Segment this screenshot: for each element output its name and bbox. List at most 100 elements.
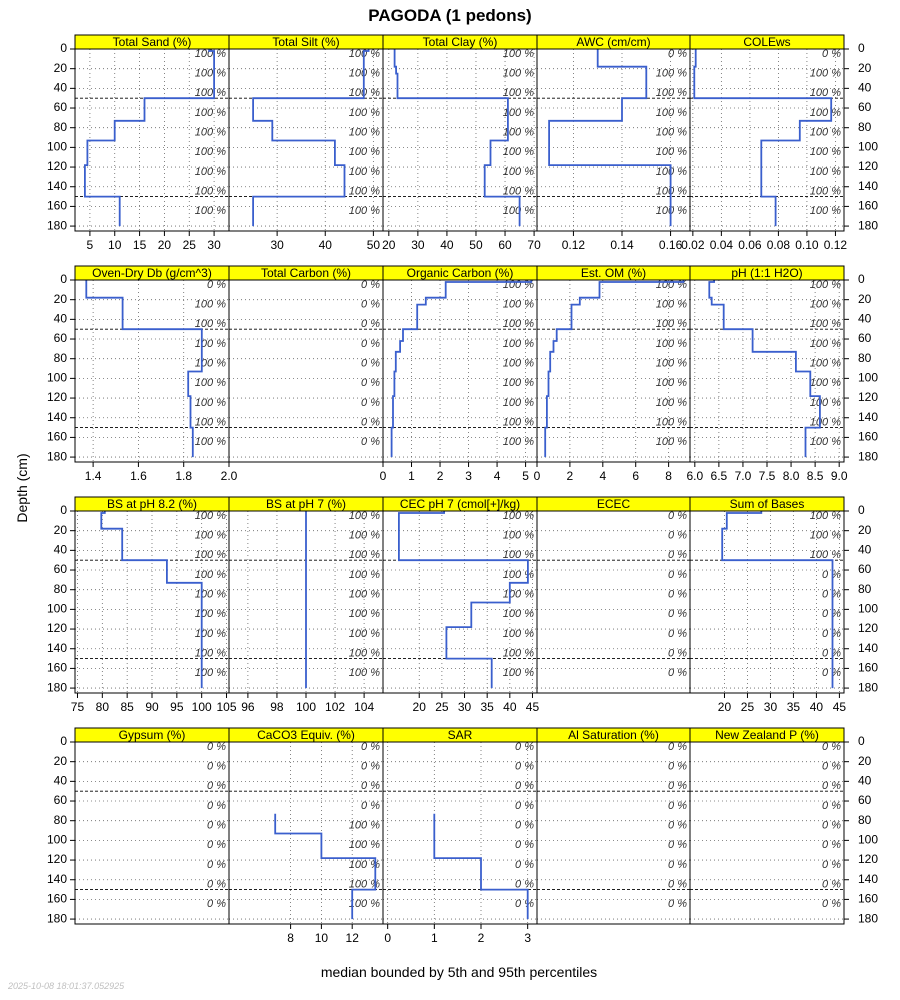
y-tick-label: 80	[54, 351, 68, 365]
y-tick-label: 20	[54, 292, 68, 306]
data-coverage-label: 100 %	[656, 318, 687, 330]
data-coverage-label: 100 %	[503, 628, 534, 640]
data-coverage-label: 0 %	[361, 299, 380, 311]
data-coverage-label: 0 %	[668, 839, 687, 851]
data-coverage-label: 100 %	[195, 146, 226, 158]
panel-background	[690, 280, 844, 462]
data-coverage-label: 0 %	[822, 820, 841, 832]
data-coverage-label: 0 %	[515, 780, 534, 792]
data-coverage-label: 0 %	[668, 648, 687, 660]
x-tick-label: 4	[599, 469, 606, 483]
y-tick-label: 40	[858, 312, 872, 326]
panel-grid: Total Sand (%)100 %100 %100 %100 %100 %1…	[47, 34, 878, 945]
x-tick-label: 6	[632, 469, 639, 483]
data-coverage-label: 100 %	[349, 859, 380, 871]
x-tick-label: 0.12	[562, 238, 586, 252]
data-coverage-label: 100 %	[195, 318, 226, 330]
y-tick-label: 20	[858, 292, 872, 306]
data-coverage-label: 0 %	[668, 879, 687, 891]
panel-bs-at-ph-7: BS at pH 7 (%)100 %100 %100 %100 %100 %1…	[228, 496, 384, 714]
y-tick-label: 180	[47, 449, 67, 463]
y-tick-label: 40	[54, 774, 68, 788]
panel-total-clay: Total Clay (%) 100 % 100 % 100 % 100 % 100 % 1…	[382, 34, 541, 252]
panel-new-zealand-p: New Zealand P (%)0 %0 %0 %0 %0 %0 %0 %0 …	[689, 727, 878, 925]
data-coverage-label: 100 %	[195, 436, 226, 448]
x-tick-label: 3	[524, 931, 531, 945]
x-tick-label: 0.10	[795, 238, 819, 252]
median-profile-line	[544, 280, 685, 458]
y-tick-label: 160	[47, 199, 67, 213]
x-tick-label: 10	[108, 238, 122, 252]
panel-background	[383, 742, 537, 924]
y-tick-label: 60	[54, 100, 68, 114]
data-coverage-label: 0 %	[822, 48, 841, 60]
data-coverage-label: 0 %	[668, 589, 687, 601]
y-tick-label: 40	[858, 543, 872, 557]
x-tick-label: 7.0	[735, 469, 752, 483]
data-coverage-label: 100 %	[195, 205, 226, 217]
panel-strip-label: Gypsum (%)	[119, 728, 186, 742]
median-profile-line	[100, 511, 203, 689]
data-coverage-label: 100 %	[656, 166, 687, 178]
median-profile-line	[708, 280, 821, 458]
data-coverage-label: 100 %	[656, 397, 687, 409]
data-coverage-label: 0 %	[207, 839, 226, 851]
data-coverage-label: 100 %	[349, 628, 380, 640]
y-tick-label: 140	[47, 179, 67, 193]
data-coverage-label: 100 %	[810, 549, 841, 561]
x-tick-label: 8.0	[783, 469, 800, 483]
x-tick-label: 8.5	[807, 469, 824, 483]
y-tick-label: 40	[54, 312, 68, 326]
x-tick-label: 12	[346, 931, 360, 945]
y-tick-label: 120	[858, 390, 878, 404]
x-tick-label: 20	[413, 700, 427, 714]
x-tick-label: 6.0	[686, 469, 703, 483]
x-tick-label: 5	[87, 238, 94, 252]
data-coverage-label: 0 %	[515, 820, 534, 832]
y-tick-label: 80	[858, 813, 872, 827]
y-tick-label: 140	[858, 179, 878, 193]
y-tick-label: 60	[858, 100, 872, 114]
panel-background	[75, 742, 229, 924]
data-coverage-label: 100 %	[195, 166, 226, 178]
y-tick-label: 180	[858, 911, 878, 925]
data-coverage-label: 100 %	[810, 146, 841, 158]
panel-background	[383, 49, 537, 231]
x-tick-label: 98	[270, 700, 284, 714]
panel-al-saturation: Al Saturation (%) 0 % 0 % 0 % 0 % 0 % 0 % 0 % 0 …	[536, 727, 691, 925]
x-tick-label: 0	[534, 469, 541, 483]
data-coverage-label: 100 %	[195, 377, 226, 389]
panel-strip-label: Sum of Bases	[730, 497, 805, 511]
x-tick-label: 30	[270, 238, 284, 252]
panel-background	[537, 49, 690, 231]
y-tick-label: 180	[858, 449, 878, 463]
x-tick-label: 90	[145, 700, 159, 714]
data-coverage-label: 100 %	[656, 358, 687, 370]
data-coverage-label: 100 %	[503, 205, 534, 217]
y-tick-label: 100	[47, 371, 67, 385]
y-tick-label: 160	[47, 661, 67, 675]
panel-frame	[689, 48, 845, 232]
panel-colews: COLEws 0 % 100 % 100 % 100 % 100 % 100 % 100 % 1…	[681, 34, 878, 252]
data-coverage-label: 0 %	[361, 800, 380, 812]
y-tick-label: 0	[60, 41, 67, 55]
data-coverage-label: 100 %	[503, 338, 534, 350]
data-coverage-label: 100 %	[503, 87, 534, 99]
x-tick-label: 1.4	[85, 469, 102, 483]
data-coverage-label: 100 %	[503, 667, 534, 679]
y-tick-label: 0	[858, 272, 865, 286]
panel-strip-label: BS at pH 7 (%)	[266, 497, 346, 511]
y-tick-label: 80	[858, 582, 872, 596]
y-tick-label: 160	[858, 199, 878, 213]
panel-background	[75, 511, 229, 693]
median-profile-line	[84, 49, 216, 227]
data-coverage-label: 100 %	[349, 530, 380, 542]
data-coverage-label: 100 %	[349, 569, 380, 581]
y-tick-label: 140	[47, 410, 67, 424]
data-coverage-label: 0 %	[822, 839, 841, 851]
data-coverage-label: 100 %	[810, 397, 841, 409]
data-coverage-label: 100 %	[195, 417, 226, 429]
data-coverage-label: 0 %	[361, 279, 380, 291]
x-tick-label: 40	[810, 700, 824, 714]
